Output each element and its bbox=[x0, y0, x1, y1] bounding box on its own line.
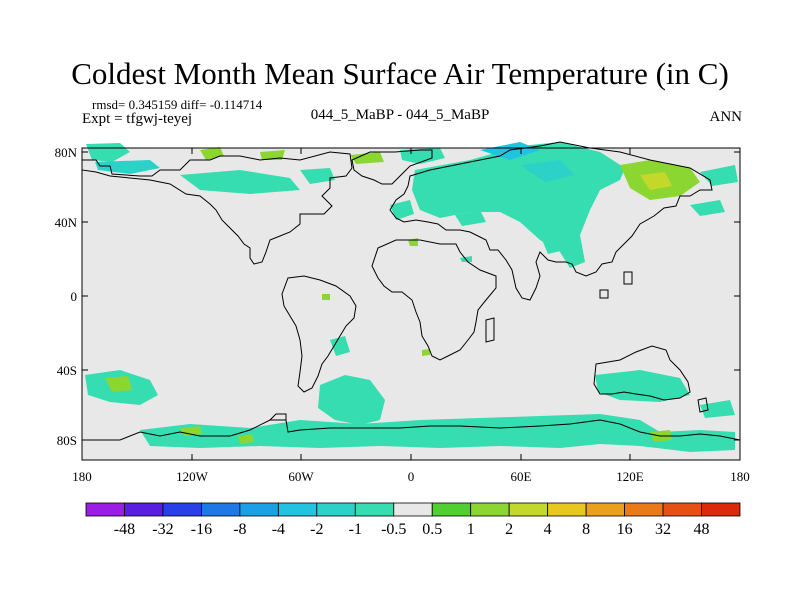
colorbar-swatch bbox=[470, 502, 510, 517]
colorbar-label: -0.5 bbox=[381, 521, 406, 538]
colorbar-swatch bbox=[277, 502, 318, 517]
patch-arctic-warm-2 bbox=[260, 150, 285, 160]
figure-title: Coldest Month Mean Surface Air Temperatu… bbox=[71, 56, 729, 91]
colorbar-label: -8 bbox=[233, 521, 246, 538]
colorbar-swatch bbox=[547, 502, 587, 517]
colorbar-swatch bbox=[201, 502, 241, 517]
patch-antarctic-warm-1 bbox=[238, 434, 254, 444]
patch-south-atlantic bbox=[318, 375, 385, 425]
patch-pacific-nw bbox=[690, 200, 725, 216]
colorbar-swatch bbox=[624, 502, 664, 517]
lon-label: 0 bbox=[408, 469, 415, 484]
colorbar-swatch bbox=[239, 502, 279, 517]
colorbar-label: 8 bbox=[582, 521, 590, 538]
lon-label: 180 bbox=[72, 469, 92, 484]
map-background bbox=[82, 148, 740, 460]
colorbar-swatch bbox=[316, 502, 356, 517]
colorbar-label: 4 bbox=[544, 521, 552, 538]
coast-eurasia bbox=[389, 141, 713, 301]
coast-australia bbox=[593, 345, 691, 401]
patch-black-sea bbox=[455, 210, 486, 226]
coast-south-america bbox=[281, 275, 357, 393]
patch-argentina bbox=[330, 336, 350, 356]
patch-australia bbox=[595, 370, 690, 402]
lat-label: 0 bbox=[71, 289, 78, 304]
colorbar-label: -1 bbox=[349, 521, 362, 538]
lat-label: 80N bbox=[55, 145, 78, 160]
patch-kamchatka bbox=[700, 165, 738, 186]
colorbar-label: -48 bbox=[114, 521, 135, 538]
coast-philippines bbox=[599, 289, 609, 299]
colorbar-swatch bbox=[662, 502, 702, 517]
lon-label: 120E bbox=[616, 469, 644, 484]
patch-east-siberia-core bbox=[640, 172, 672, 190]
coast-greenland bbox=[351, 149, 433, 185]
patch-scandinavia bbox=[480, 142, 540, 160]
season-label: ANN bbox=[709, 109, 743, 125]
coast-north-america bbox=[81, 151, 353, 265]
colorbar-swatch bbox=[393, 502, 433, 517]
coast-antarctic-peninsula bbox=[269, 413, 287, 421]
colorbar-label: 16 bbox=[617, 521, 633, 538]
patch-canada bbox=[180, 170, 300, 194]
lon-label: 180 bbox=[730, 469, 750, 484]
patch-antarctic-margin bbox=[140, 414, 735, 452]
colorbar: -48 -32 -16 -8 -4 -2 -1 -0.5 0.5 1 2 4 8 16 32 48 bbox=[85, 502, 741, 538]
rmsd-diff-stats: rmsd= 0.345159 diff= -0.114714 bbox=[92, 97, 263, 112]
colorbar-swatch bbox=[162, 502, 202, 517]
lon-label: 60W bbox=[288, 469, 314, 484]
patch-europe-west bbox=[390, 200, 414, 220]
patch-greenland-warm bbox=[350, 152, 384, 164]
patch-china bbox=[540, 230, 565, 254]
patch-new-zealand bbox=[700, 400, 735, 418]
lat-label: 40N bbox=[55, 215, 78, 230]
colorbar-label: -32 bbox=[152, 521, 173, 538]
patch-s-africa bbox=[422, 349, 430, 356]
colorbar-swatch bbox=[85, 502, 125, 517]
colorbar-swatch bbox=[508, 502, 549, 517]
case-label: 044_5_MaBP - 044_5_MaBP bbox=[310, 107, 490, 123]
patch-amazon bbox=[322, 294, 330, 300]
lat-label: 40S bbox=[57, 363, 77, 378]
colorbar-label: -4 bbox=[272, 521, 285, 538]
colorbar-label: -2 bbox=[310, 521, 323, 538]
coast-new-zealand bbox=[697, 397, 709, 413]
patch-siberia-core bbox=[520, 160, 575, 182]
colorbar-label: 2 bbox=[505, 521, 513, 538]
colorbar-swatch bbox=[585, 502, 625, 517]
colorbar-label: 1 bbox=[467, 521, 475, 538]
colorbar-swatch bbox=[124, 502, 164, 517]
colorbar-label: -16 bbox=[191, 521, 212, 538]
longitude-axis: 180 120W 60W 0 60E 120E 180 bbox=[72, 148, 750, 484]
coast-japan bbox=[623, 271, 633, 285]
colorbar-label: 0.5 bbox=[422, 521, 442, 538]
colorbar-swatch bbox=[701, 502, 741, 517]
lon-label: 60E bbox=[511, 469, 532, 484]
experiment-label: Expt = tfgwj-teyej bbox=[82, 111, 193, 127]
coast-africa bbox=[371, 239, 497, 361]
lat-label: 80S bbox=[57, 433, 77, 448]
latitude-axis: 80N 40N 0 40S 80S bbox=[55, 145, 740, 448]
patch-hudson bbox=[300, 168, 335, 184]
lon-label: 120W bbox=[176, 469, 209, 484]
colorbar-swatch bbox=[354, 502, 395, 517]
coastlines bbox=[81, 141, 741, 441]
patch-south-pacific-warm bbox=[105, 376, 132, 392]
coast-antarctica bbox=[82, 419, 741, 441]
coast-madagascar bbox=[485, 317, 495, 343]
colorbar-swatch bbox=[431, 502, 472, 517]
colorbar-label: 48 bbox=[694, 521, 710, 538]
colorbar-label: 32 bbox=[655, 521, 671, 538]
